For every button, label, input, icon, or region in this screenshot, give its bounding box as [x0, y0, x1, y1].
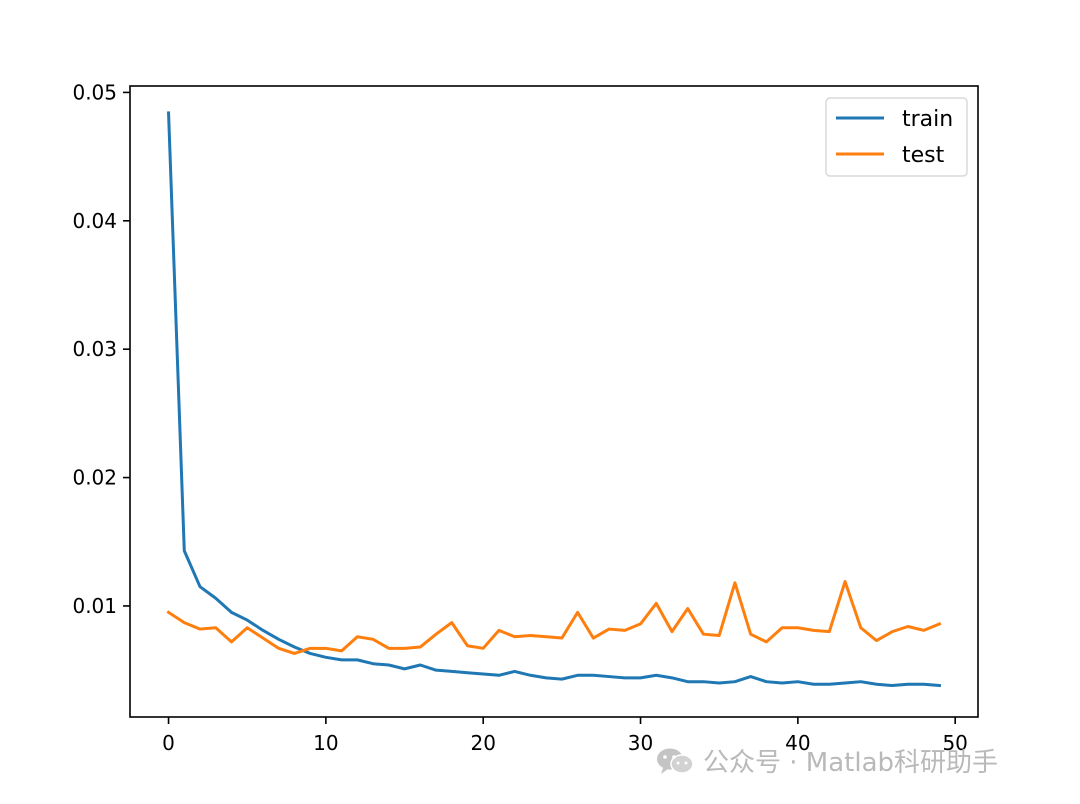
series-line-test	[166, 580, 942, 655]
x-tick-label: 10	[313, 731, 338, 755]
watermark: 公众号 · Matlab科研助手	[655, 742, 998, 779]
series-line-train	[166, 111, 942, 688]
y-tick-label: 0.03	[72, 337, 117, 361]
y-axis: 0.01 0.02 0.03 0.04 0.05	[72, 80, 130, 618]
legend-label-test: test	[902, 143, 945, 168]
wechat-icon	[655, 746, 695, 776]
axes-frame	[129, 85, 979, 718]
x-tick-label: 20	[470, 731, 495, 755]
x-tick-label: 0	[162, 731, 175, 755]
x-tick-label: 50	[942, 731, 967, 755]
y-tick-label: 0.02	[72, 466, 117, 490]
y-tick-label: 0.04	[72, 209, 117, 233]
x-tick-label: 40	[785, 731, 810, 755]
x-axis: 0 10 20 30 40 50	[162, 717, 968, 755]
y-tick-label: 0.01	[72, 594, 117, 618]
x-tick-label: 30	[628, 731, 653, 755]
y-tick-label: 0.05	[72, 80, 117, 104]
plot-area	[129, 85, 979, 718]
legend: train test	[825, 97, 968, 177]
watermark-text: 公众号 · Matlab科研助手	[703, 748, 999, 778]
legend-label-train: train	[902, 107, 953, 132]
